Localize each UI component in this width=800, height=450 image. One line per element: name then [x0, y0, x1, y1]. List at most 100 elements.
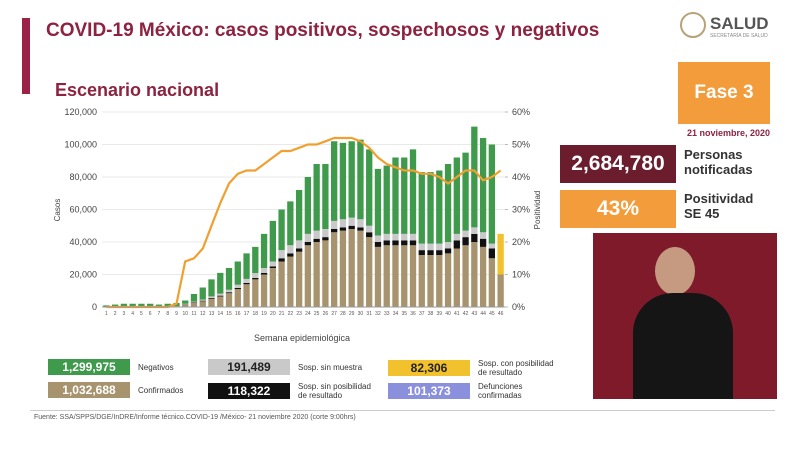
bar-segment	[129, 303, 136, 307]
x-tick-label: 39	[437, 311, 443, 317]
bar-segment	[322, 237, 329, 241]
bar-segment	[260, 274, 268, 307]
legend-label: Defunciones confirmadas	[478, 382, 523, 400]
legend-label: Negativos	[138, 362, 174, 372]
bar-segment	[295, 190, 303, 241]
legend-item: 118,322 Sosp. sin posibilidad de resultad…	[208, 382, 378, 400]
bar-segment	[357, 139, 364, 220]
x-tick-label: 4	[131, 311, 134, 317]
x-tick-label: 29	[349, 311, 355, 317]
bar-segment	[401, 240, 408, 246]
bar-segment	[155, 304, 163, 307]
x-tick-label: 22	[288, 311, 294, 317]
bar-segment	[304, 242, 312, 246]
legend-value: 101,373	[388, 383, 470, 399]
bar-segment	[313, 238, 320, 242]
bar-segment	[278, 209, 285, 251]
bar-segment	[436, 255, 443, 307]
bar-segment	[190, 301, 198, 303]
legend-item: 82,306 Sosp. con posibilidad de resultado	[388, 359, 558, 377]
title: COVID-19 México: casos positivos, sospec…	[46, 20, 600, 41]
bar-segment	[453, 157, 460, 234]
bar-segment	[479, 138, 487, 233]
x-tick-label: 44	[480, 311, 486, 317]
bar-segment	[339, 227, 347, 231]
bar-segment	[444, 242, 452, 249]
y2-tick-label: 0%	[512, 302, 525, 312]
bar-segment	[225, 289, 233, 293]
logo-sub: SECRETARÍA DE SALUD	[710, 33, 768, 39]
bar-segment	[217, 293, 224, 296]
bar-segment	[322, 164, 329, 229]
subtitle: Escenario nacional	[55, 80, 220, 100]
bar-segment	[479, 232, 487, 239]
bar-segment	[383, 245, 390, 307]
x-tick-label: 42	[463, 311, 469, 317]
bar-segment	[260, 268, 268, 273]
bar-segment	[243, 284, 250, 307]
bar-segment	[208, 298, 215, 307]
x-tick-label: 15	[226, 311, 232, 317]
bar-segment	[339, 230, 347, 307]
x-tick-label: 46	[498, 311, 504, 317]
bar-segment	[287, 201, 294, 246]
bar-segment	[427, 172, 434, 244]
bar-segment	[409, 245, 417, 307]
y2-axis-label: Positividad	[533, 191, 542, 230]
bar-segment	[409, 240, 417, 246]
bar-segment	[208, 298, 215, 299]
bar-segment	[182, 304, 189, 307]
bar-segment	[383, 233, 390, 241]
bar-segment	[287, 256, 294, 307]
bar-segment	[295, 251, 303, 307]
x-axis-label: Semana epidemiológica	[254, 333, 350, 343]
logo-icon	[680, 12, 706, 38]
bar-segment	[436, 243, 443, 251]
bar-segment	[260, 272, 268, 275]
x-tick-label: 35	[401, 311, 407, 317]
bar-segment	[488, 243, 496, 249]
bar-segment	[269, 261, 276, 267]
x-tick-label: 2	[114, 311, 117, 317]
bar-segment	[366, 232, 373, 238]
bar-segment	[392, 240, 399, 246]
bar-segment	[427, 250, 434, 255]
bar-segment	[462, 152, 469, 231]
bar-segment	[252, 279, 259, 307]
legend-label: Sosp. sin posibilidad de resultado	[298, 382, 371, 400]
bar-segment	[234, 261, 241, 285]
x-tick-label: 12	[200, 311, 206, 317]
legend-item: 101,373 Defunciones confirmadas	[388, 382, 558, 400]
bar-segment	[304, 245, 312, 307]
legend-label: Sosp. sin muestra	[298, 362, 363, 372]
bar-segment	[225, 293, 233, 307]
legend-value: 1,032,688	[48, 382, 130, 398]
bar-segment	[462, 230, 469, 238]
bar-segment	[488, 144, 496, 244]
bar-segment	[436, 250, 443, 255]
bar-segment	[471, 233, 478, 242]
logo: SALUD	[710, 14, 769, 33]
bar-segment	[427, 243, 434, 251]
bar-segment	[453, 233, 460, 241]
footer-rule	[30, 410, 775, 411]
x-tick-label: 43	[472, 311, 478, 317]
accent-bar	[22, 18, 30, 94]
y2-tick-label: 60%	[512, 107, 530, 117]
bar-segment	[269, 220, 276, 262]
bar-segment	[234, 284, 241, 288]
legend-value: 82,306	[388, 360, 470, 376]
bar-segment	[331, 220, 338, 229]
bar-segment	[444, 248, 452, 254]
y2-tick-label: 10%	[512, 270, 530, 280]
bar-segment	[401, 157, 408, 234]
x-tick-label: 21	[279, 311, 285, 317]
bar-segment	[418, 243, 425, 251]
x-tick-label: 37	[419, 311, 425, 317]
bar-segment	[278, 250, 285, 259]
bar-segment	[252, 273, 259, 278]
x-tick-label: 19	[261, 311, 267, 317]
bar-segment	[418, 255, 425, 307]
bar-segment	[269, 266, 276, 268]
